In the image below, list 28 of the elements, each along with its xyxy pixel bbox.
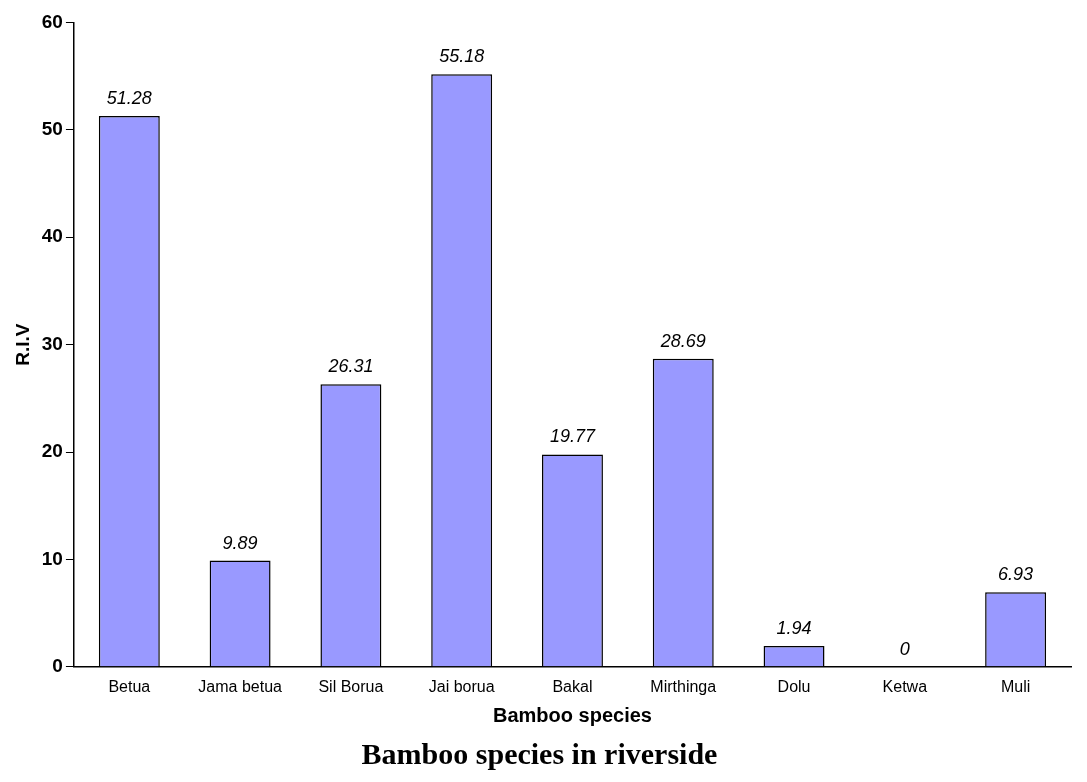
x-tick-label: Betua bbox=[108, 677, 151, 695]
data-label: 1.94 bbox=[776, 617, 812, 638]
data-label: 51.28 bbox=[106, 88, 152, 109]
x-tick-label: Jai borua bbox=[428, 677, 495, 695]
x-axis-title: Bamboo species bbox=[492, 703, 652, 726]
data-label: 9.89 bbox=[222, 532, 258, 553]
data-label: 28.69 bbox=[659, 330, 706, 351]
y-tick-label: 10 bbox=[41, 547, 63, 569]
data-label: 55.18 bbox=[439, 46, 485, 67]
text: Bamboo species in riverside bbox=[361, 736, 718, 770]
x-tick-label: Sil Borua bbox=[318, 677, 384, 695]
x-tick-label: Ketwa bbox=[882, 677, 928, 695]
y-tick-label: 40 bbox=[41, 225, 63, 247]
data-label: 19.77 bbox=[549, 426, 596, 447]
x-tick-label: Muli bbox=[1000, 677, 1031, 695]
y-tick-label: 60 bbox=[41, 10, 63, 32]
data-label: 0 bbox=[899, 638, 910, 659]
x-tick-label: Mirthinga bbox=[650, 677, 717, 695]
x-tick-label: Bakal bbox=[552, 677, 593, 695]
y-tick-label: 20 bbox=[41, 440, 63, 462]
y-tick-label: 0 bbox=[52, 655, 63, 677]
data-label: 6.93 bbox=[998, 564, 1034, 585]
y-tick-label: 30 bbox=[41, 332, 63, 354]
x-tick-label: Jama betua bbox=[198, 677, 283, 695]
y-axis-title: R.I.V bbox=[11, 323, 33, 366]
y-tick-label: 50 bbox=[41, 118, 63, 140]
x-tick-label: Dolu bbox=[777, 677, 811, 695]
data-label: 26.31 bbox=[327, 356, 374, 377]
